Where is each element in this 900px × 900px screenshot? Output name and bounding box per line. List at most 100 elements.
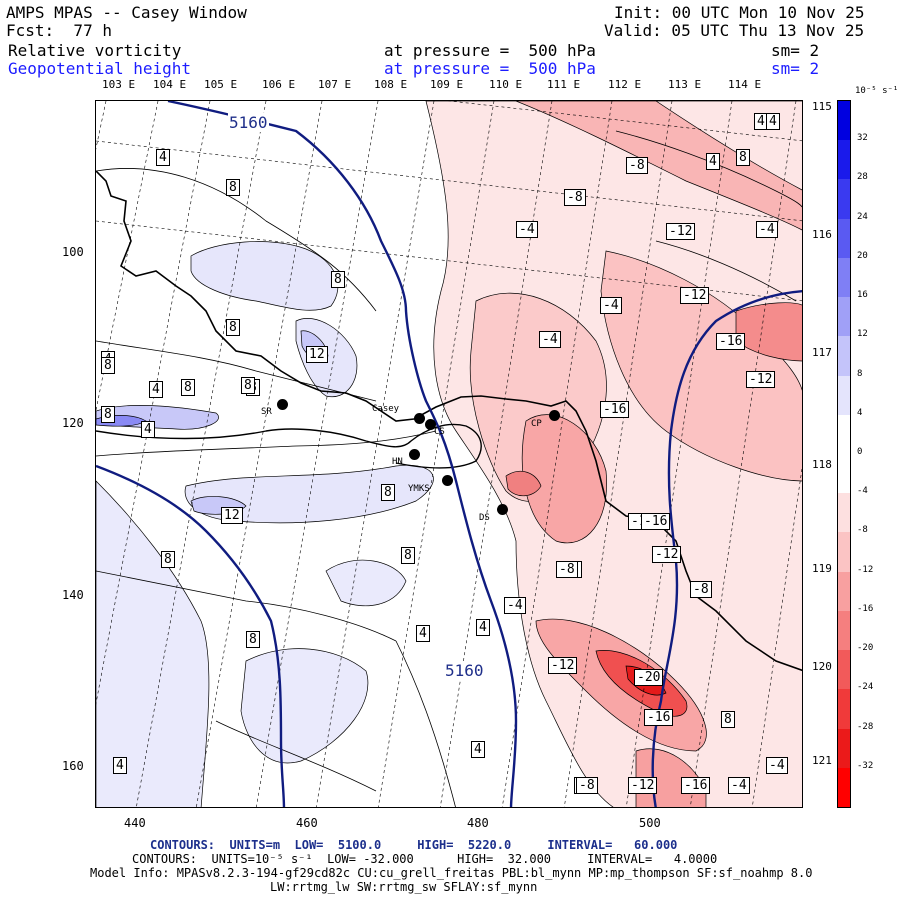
colorbar — [837, 100, 851, 808]
contour-label: 8 — [161, 551, 175, 568]
colorbar-band — [838, 689, 850, 730]
contour-label: -4 — [539, 331, 561, 348]
colorbar-tick-label: -24 — [857, 682, 874, 693]
colorbar-tick-label: 28 — [857, 172, 868, 183]
colorbar-tick-label: -12 — [857, 564, 874, 575]
colorbar-tick-label: 16 — [857, 290, 868, 301]
lon-tick: 113 E — [668, 78, 702, 91]
contour-label: 8 — [331, 271, 345, 288]
contour-label: 8 — [401, 547, 415, 564]
positive-vorticity-fills — [96, 241, 434, 807]
contour-label: -12 — [746, 371, 776, 388]
colorbar-band — [838, 218, 850, 259]
model-info-physics: LW:rrtmg_lw SW:rrtmg_sw SFLAY:sf_mynn — [270, 880, 538, 894]
contour-label: 8 — [246, 631, 260, 648]
contour-label: 4 — [766, 113, 780, 130]
station-marker — [277, 399, 288, 410]
y-tick: 120 — [62, 416, 84, 430]
colorbar-band — [838, 179, 850, 220]
field1-level: at pressure = 500 hPa — [384, 41, 596, 60]
lon-tick: 105 E — [204, 78, 238, 91]
contour-label: 8 — [241, 377, 255, 394]
lon-tick: 106 E — [262, 78, 296, 91]
ice-edge — [96, 423, 482, 469]
contour-label: -16 — [641, 513, 671, 530]
colorbar-tick-label: 0 — [857, 447, 863, 457]
lon-tick: 107 E — [318, 78, 352, 91]
contour-label: -16 — [600, 401, 630, 418]
contour-label: 4 — [141, 421, 155, 438]
colorbar-band — [838, 297, 850, 337]
contour-label: 8 — [226, 319, 240, 336]
map-title: AMPS MPAS -- Casey Window — [6, 3, 247, 22]
station-marker — [442, 475, 453, 486]
station-label: SR — [261, 407, 272, 417]
vorticity-contours — [96, 130, 802, 807]
colorbar-tick-label: -20 — [857, 643, 874, 654]
lon-tick: 111 E — [547, 78, 581, 91]
station-label: CS — [434, 427, 445, 437]
y-tick: 160 — [62, 759, 84, 773]
colorbar-tick-label: 8 — [857, 368, 863, 379]
contour-label: -8 — [556, 561, 578, 578]
colorbar-band — [838, 101, 850, 141]
colorbar-band — [838, 336, 850, 377]
field1-name: Relative vorticity — [8, 41, 182, 60]
map-plot-area: 5160 5160 4 8 8 4 -8 4 8 -4 -12 -4 -8 8 … — [95, 100, 803, 808]
station-marker — [425, 419, 436, 430]
station-label: YMKS — [408, 484, 430, 494]
contour-label: 8 — [736, 149, 750, 166]
field1-smoothing: sm= 2 — [771, 41, 820, 60]
contour-label: 8 — [181, 379, 195, 396]
field2-level: at pressure = 500 hPa — [384, 59, 596, 78]
x-tick: 440 — [124, 816, 146, 830]
contour-label: -8 — [626, 157, 648, 174]
colorbar-tick-label: 24 — [857, 211, 868, 222]
colorbar-band — [838, 454, 850, 494]
contour-label: 8 — [381, 484, 395, 501]
station-label: CP — [531, 419, 542, 429]
colorbar-band — [838, 610, 850, 651]
contour-label: 4 — [149, 381, 163, 398]
contour-label: -8 — [690, 581, 712, 598]
lon-tick: 114 E — [728, 78, 762, 91]
colorbar-tick-label: -4 — [857, 486, 868, 497]
lon-tick: 112 E — [608, 78, 642, 91]
contour-label: 4 — [113, 757, 127, 774]
contour-label: 4 — [156, 149, 170, 166]
contour-label: 8 — [226, 179, 240, 196]
y-tick: 140 — [62, 588, 84, 602]
contour-label: -8 — [576, 777, 598, 794]
station-label: DS — [479, 513, 490, 523]
valid-time: Valid: 05 UTC Thu 13 Nov 25 — [604, 21, 865, 40]
contour-label: -12 — [628, 777, 658, 794]
field2-smoothing: sm= 2 — [771, 59, 820, 78]
contour-label: -4 — [600, 297, 622, 314]
colorbar-tick-label: -32 — [857, 760, 874, 771]
contour-label: 4 — [706, 153, 720, 170]
colorbar-tick-label: 12 — [857, 329, 868, 340]
contour-label: 4 — [754, 113, 768, 130]
lon-tick: 108 E — [374, 78, 408, 91]
contour-label: -4 — [728, 777, 750, 794]
colorbar-tick-label: -28 — [857, 721, 874, 732]
contour-label: -4 — [756, 221, 778, 238]
lon-tick: 109 E — [430, 78, 464, 91]
contour-label: -12 — [652, 546, 682, 563]
colorbar-tick-label: -16 — [857, 603, 874, 614]
contour-label: -16 — [644, 709, 674, 726]
contour-label: 4 — [416, 625, 430, 642]
geopotential-label: 5160 — [444, 661, 485, 680]
colorbar-unit: 10⁻⁵ s⁻¹ — [855, 86, 899, 96]
contour-label: 4 — [476, 619, 490, 636]
lon-tick: 110 E — [489, 78, 523, 91]
colorbar-tick-label: 4 — [857, 407, 863, 418]
field2-name: Geopotential height — [8, 59, 192, 78]
colorbar-band — [838, 767, 850, 808]
colorbar-band — [838, 650, 850, 690]
contour-label: 8 — [101, 357, 115, 374]
contour-label: 12 — [221, 507, 243, 524]
station-marker — [497, 504, 508, 515]
colorbar-band — [838, 728, 850, 769]
colorbar-band — [838, 414, 850, 455]
